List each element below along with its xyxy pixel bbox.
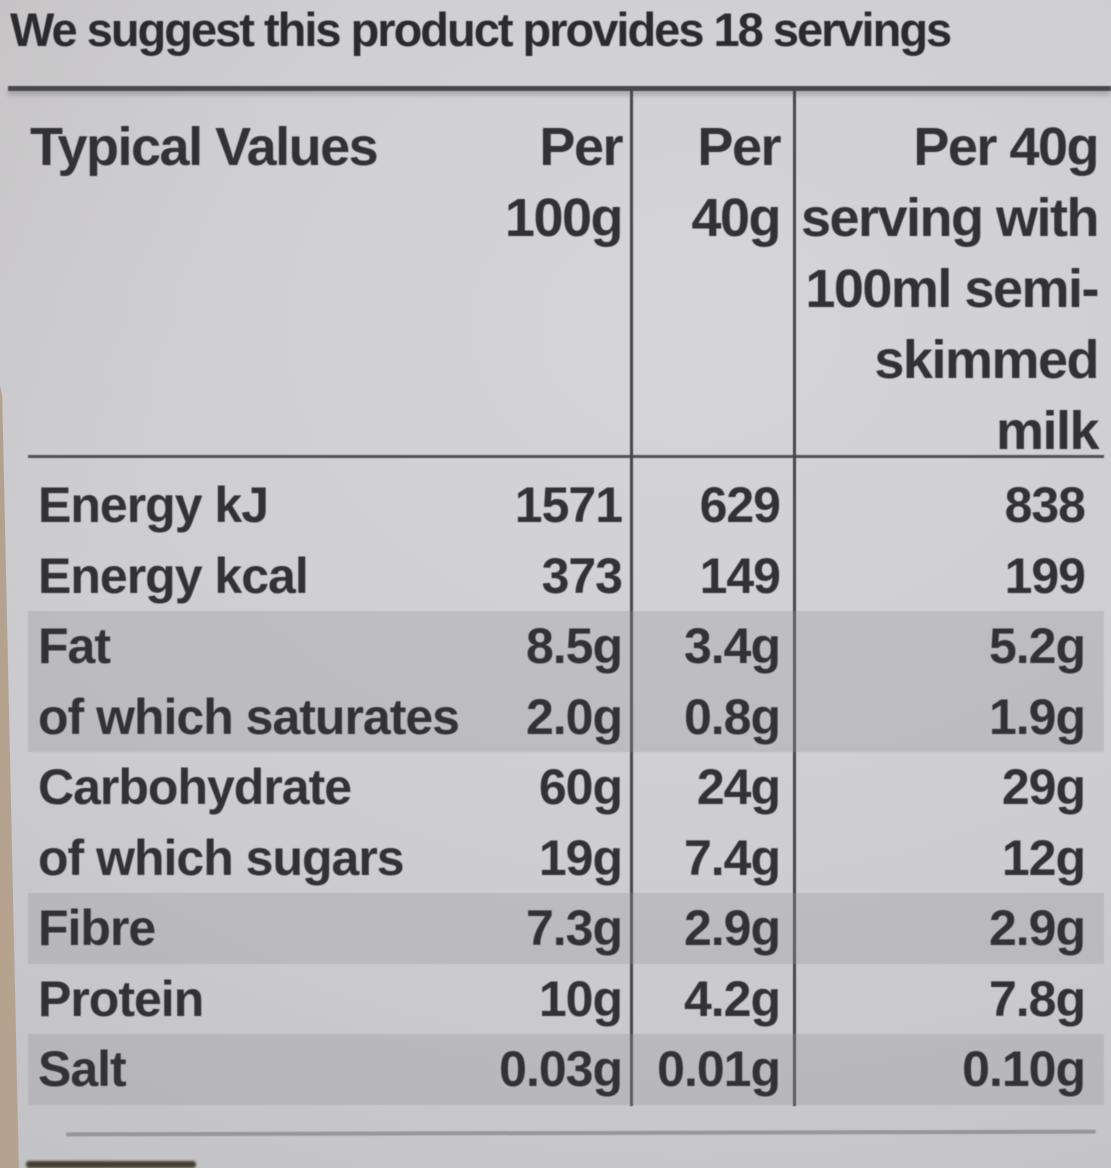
value-per-serving-milk: 2.9g: [988, 900, 1086, 956]
value-per-40g: 0.8g: [683, 688, 781, 745]
surface-shadow-bottom-left: [26, 1161, 196, 1168]
table-row: Fat 8.5g 3.4g 5.2g: [28, 611, 1104, 682]
servings-suggestion-text: We suggest this product provides 18 serv…: [10, 3, 952, 56]
column-divider-1: [630, 91, 633, 1106]
table-row: Protein 10g 4.2g 7.8g: [28, 964, 1104, 1035]
table-row: of which saturates 2.0g 0.8g 1.9g: [28, 681, 1104, 752]
value-per-serving-milk: 7.8g: [988, 970, 1086, 1027]
value-per-40g: 629: [699, 477, 781, 533]
header-typical-values: Typical Values: [30, 117, 379, 177]
value-per-serving-milk: 199: [1004, 547, 1086, 604]
table-row: Fibre 7.3g 2.9g 2.9g: [28, 893, 1104, 964]
value-per-100g: 1571: [514, 477, 623, 533]
table-row: of which sugars 19g 7.4g 12g: [28, 823, 1104, 894]
value-per-serving-milk: 1.9g: [988, 688, 1086, 745]
value-per-serving-milk: 5.2g: [988, 618, 1086, 674]
header-per-100g: Per 100g: [504, 117, 624, 248]
table-row: Energy kJ 1571 629 838: [28, 470, 1104, 541]
row-label: of which saturates: [38, 688, 460, 745]
value-per-100g: 19g: [538, 829, 623, 886]
value-per-40g: 7.4g: [683, 829, 781, 886]
value-per-40g: 3.4g: [683, 618, 781, 674]
value-per-100g: 373: [541, 547, 623, 604]
value-per-100g: 10g: [538, 970, 623, 1027]
row-label: Carbohydrate: [38, 759, 352, 815]
value-per-40g: 149: [699, 547, 781, 604]
header-separator-rule: [28, 455, 1104, 458]
value-per-40g: 4.2g: [683, 970, 781, 1027]
column-divider-2: [793, 91, 796, 1106]
value-per-100g: 7.3g: [525, 900, 623, 956]
table-body: Energy kJ 1571 629 838 Energy kcal 373 149 199 F…: [28, 470, 1104, 1105]
value-per-100g: 60g: [538, 759, 623, 815]
value-per-40g: 24g: [696, 759, 781, 815]
value-per-100g: 2.0g: [525, 688, 623, 745]
top-rule: [8, 86, 1111, 91]
table-row: Carbohydrate 60g 24g 29g: [28, 752, 1104, 823]
row-label: Energy kJ: [38, 477, 269, 533]
row-label: of which sugars: [38, 829, 405, 886]
value-per-serving-milk: 838: [1004, 477, 1086, 533]
row-label: Energy kcal: [38, 547, 309, 604]
value-per-40g: 2.9g: [683, 900, 781, 956]
table-row: Salt 0.03g 0.01g 0.10g: [28, 1034, 1104, 1105]
value-per-40g: 0.01g: [657, 1041, 781, 1097]
value-per-serving-milk: 0.10g: [962, 1041, 1086, 1097]
value-per-100g: 0.03g: [499, 1041, 623, 1097]
value-per-serving-milk: 29g: [1001, 759, 1086, 815]
header-per-40g: Per 40g: [691, 117, 781, 248]
header-per-40g-serving-with-milk: Per 40g serving with 100ml semi- skimmed…: [800, 117, 1100, 461]
row-label: Fibre: [38, 900, 156, 956]
bottom-thin-rule: [65, 1129, 1097, 1137]
value-per-serving-milk: 12g: [1001, 829, 1086, 886]
row-label: Salt: [38, 1041, 127, 1097]
value-per-100g: 8.5g: [525, 618, 623, 674]
row-label: Protein: [38, 970, 204, 1027]
table-row: Energy kcal 373 149 199: [28, 541, 1104, 612]
row-label: Fat: [38, 618, 111, 674]
